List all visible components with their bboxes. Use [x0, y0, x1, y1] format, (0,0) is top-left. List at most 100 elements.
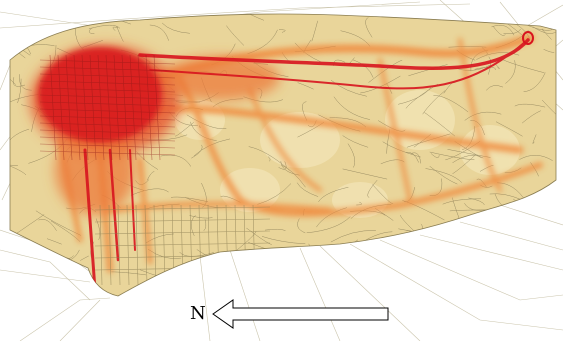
street-line [94, 206, 271, 211]
gps-trace [425, 168, 462, 183]
gps-trace [80, 255, 89, 261]
gps-trace [212, 98, 244, 108]
gps-trace [365, 17, 373, 38]
gps-trace [229, 13, 264, 21]
gps-trace [503, 28, 521, 35]
gps-trace [278, 29, 286, 33]
north-label: N [190, 303, 206, 324]
gps-trace [532, 134, 537, 144]
street-line [94, 242, 271, 247]
street-line [73, 54, 81, 161]
gps-trace [347, 143, 355, 168]
gps-trace [116, 26, 124, 42]
gps-trace [429, 151, 475, 161]
street-line [39, 101, 176, 107]
gps-trace [267, 156, 271, 162]
gps-trace [95, 218, 101, 241]
street-line [137, 54, 145, 161]
gps-trace [226, 25, 245, 46]
gps-trace [82, 40, 103, 48]
street-line [121, 54, 129, 161]
gps-trace [149, 24, 169, 41]
street-line [65, 54, 73, 161]
gps-trace [442, 198, 482, 205]
gps-trace [189, 215, 213, 219]
street-line [81, 54, 89, 161]
gps-trace [422, 90, 446, 115]
gps-trace [17, 78, 22, 104]
street-line [113, 54, 121, 161]
gps-trace [112, 26, 119, 31]
gps-trace [452, 155, 476, 175]
gps-trace [297, 82, 314, 90]
gps-trace [495, 121, 523, 137]
gps-trace [493, 26, 506, 36]
gps-trace [468, 197, 485, 206]
street-line [105, 54, 113, 161]
street-line [94, 218, 271, 223]
gps-trace [46, 238, 62, 245]
gps-trace [281, 164, 306, 188]
gps-trace [297, 218, 306, 234]
gps-trace [367, 179, 378, 198]
street-grid [39, 54, 176, 161]
gps-trace [470, 120, 485, 136]
gps-trace [111, 271, 147, 276]
gps-trace [186, 114, 227, 129]
street-line [39, 108, 176, 114]
gps-trace [495, 64, 500, 69]
gps-trace [278, 161, 287, 170]
street-line [39, 143, 176, 149]
gps-trace [10, 35, 31, 56]
gps-trace [406, 133, 451, 148]
gps-trace [10, 59, 16, 85]
street-line [89, 54, 97, 161]
gps-trace [280, 161, 300, 176]
gps-trace [296, 182, 319, 197]
gps-trace [486, 85, 504, 91]
street-line [39, 94, 176, 100]
gps-trace [523, 72, 546, 92]
gps-trace [342, 135, 369, 148]
gps-trace [342, 168, 388, 180]
street-line [39, 59, 176, 65]
gps-trace [10, 162, 27, 176]
gps-trace [514, 103, 546, 108]
street-line [49, 54, 57, 161]
gps-trace [330, 80, 367, 97]
gps-trace [261, 236, 306, 245]
gps-trace [19, 74, 32, 91]
gps-trace [433, 95, 469, 113]
street-line [39, 87, 176, 93]
gps-trace [489, 193, 522, 200]
street-line [145, 54, 153, 161]
street-line [126, 204, 130, 286]
gps-trace [248, 146, 290, 171]
gps-trace [356, 201, 362, 206]
north-arrow: N [190, 299, 389, 329]
gps-trace [264, 228, 286, 231]
gps-trace [246, 227, 272, 245]
gps-trace [424, 112, 456, 137]
gps-trace [161, 22, 190, 34]
street-line [153, 54, 161, 161]
street-line [99, 204, 103, 286]
terminal-loop [522, 31, 534, 45]
gps-trace [146, 171, 155, 181]
street-line [39, 129, 176, 135]
street-line [39, 115, 176, 121]
gps-trace [318, 186, 349, 203]
gps-trace [406, 152, 419, 163]
street-line [39, 150, 176, 156]
gps-trace [130, 188, 169, 196]
gps-trace [311, 20, 318, 42]
gps-trace [10, 164, 18, 167]
gps-trace [306, 216, 351, 234]
gps-trace [160, 154, 192, 167]
gps-trace [543, 49, 555, 53]
gps-trace [243, 96, 283, 103]
gps-trace [88, 24, 121, 30]
street-line [39, 122, 176, 128]
street-line [117, 204, 121, 286]
